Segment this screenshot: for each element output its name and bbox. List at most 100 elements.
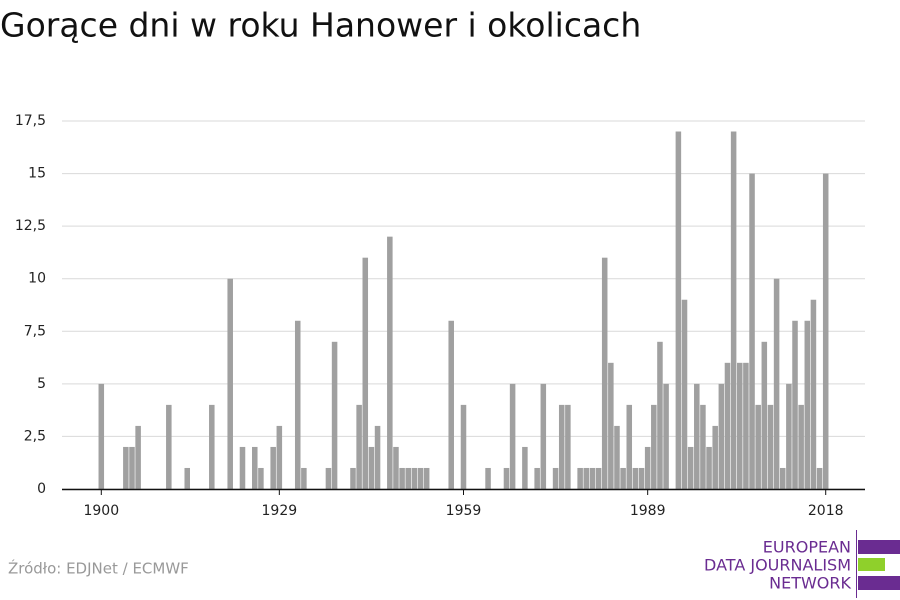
bar	[798, 404, 804, 489]
bar	[589, 467, 596, 489]
y-tick-label: 17,5	[15, 113, 46, 129]
bar	[663, 383, 669, 489]
bar	[387, 236, 393, 489]
logo-bar	[858, 558, 885, 571]
bar	[614, 425, 620, 489]
bar	[675, 131, 682, 489]
bar	[681, 299, 688, 489]
bar	[534, 467, 540, 489]
logo-bar	[858, 576, 900, 590]
bar	[258, 467, 264, 489]
bar	[252, 446, 258, 489]
bar	[362, 257, 369, 489]
bar	[399, 467, 405, 489]
logo-text: EUROPEAN	[763, 538, 851, 557]
bar	[558, 404, 565, 489]
bar	[761, 341, 768, 489]
bar	[804, 320, 811, 489]
bar	[595, 467, 602, 489]
bar	[331, 341, 338, 489]
bar	[325, 467, 332, 489]
bar	[749, 173, 755, 490]
y-tick-label: 0	[37, 481, 46, 497]
bar	[129, 446, 135, 489]
y-tick-label: 7,5	[24, 323, 46, 339]
bar	[209, 404, 215, 489]
logo-bar	[858, 540, 900, 554]
bar	[810, 299, 817, 489]
bar	[350, 467, 356, 489]
bar	[718, 383, 725, 489]
bar	[552, 467, 559, 489]
bar	[166, 404, 172, 489]
x-tick-label: 1989	[630, 503, 666, 519]
bar	[135, 425, 141, 489]
bar	[239, 446, 246, 489]
logo-text: NETWORK	[769, 574, 851, 593]
bar	[792, 320, 798, 489]
bar	[270, 446, 276, 489]
bar	[736, 362, 743, 489]
bar	[786, 383, 792, 489]
bar	[712, 425, 718, 489]
y-tick-label: 5	[37, 376, 46, 392]
y-tick-label: 2,5	[24, 428, 46, 444]
bar	[423, 467, 430, 489]
bar	[276, 425, 283, 489]
bar	[123, 446, 129, 489]
bar	[227, 278, 233, 489]
source: Źródło: EDJNet / ECMWF	[8, 559, 189, 578]
bar	[822, 173, 829, 490]
x-tick-label: 2018	[808, 503, 844, 519]
bar	[417, 467, 424, 489]
y-tick-label: 15	[28, 166, 46, 182]
bar	[743, 362, 749, 489]
bar	[706, 446, 712, 489]
y-tick-label: 12,5	[15, 218, 46, 234]
bar	[460, 404, 467, 489]
bar	[657, 341, 663, 489]
bar	[368, 446, 375, 489]
bar	[448, 320, 454, 489]
bar	[608, 362, 614, 489]
bar	[601, 257, 608, 489]
bar	[638, 467, 645, 489]
bar	[405, 467, 412, 489]
bar	[565, 404, 571, 489]
bar	[724, 362, 731, 489]
bar	[577, 467, 583, 489]
bar	[755, 404, 761, 489]
logo: EUROPEAN DATA JOURNALISM NETWORK	[704, 530, 900, 598]
bar	[730, 131, 737, 489]
logo-text: DATA JOURNALISM	[704, 556, 851, 575]
bar	[632, 467, 639, 489]
chart-title: Gorące dni w roku Hanower i okolicach	[0, 6, 641, 45]
bar	[583, 467, 590, 489]
bar	[694, 383, 700, 489]
bar	[411, 467, 418, 489]
bar	[294, 320, 301, 489]
bar	[393, 446, 399, 489]
bar	[687, 446, 694, 489]
bar	[356, 404, 362, 489]
bar	[503, 467, 510, 489]
bar	[644, 446, 651, 489]
bar	[626, 404, 633, 489]
bar	[301, 467, 307, 489]
bar	[509, 383, 516, 489]
y-tick-label: 10	[28, 271, 46, 287]
bar	[540, 383, 547, 489]
x-tick-label: 1959	[446, 503, 482, 519]
x-tick-label: 1929	[262, 503, 298, 519]
bar	[773, 278, 780, 489]
x-tick-label: 1900	[83, 503, 119, 519]
bar	[522, 446, 528, 489]
bar	[485, 467, 491, 489]
bar	[98, 383, 105, 489]
bar	[651, 404, 657, 489]
bar	[816, 467, 823, 489]
bar	[700, 404, 706, 489]
bar	[767, 404, 774, 489]
